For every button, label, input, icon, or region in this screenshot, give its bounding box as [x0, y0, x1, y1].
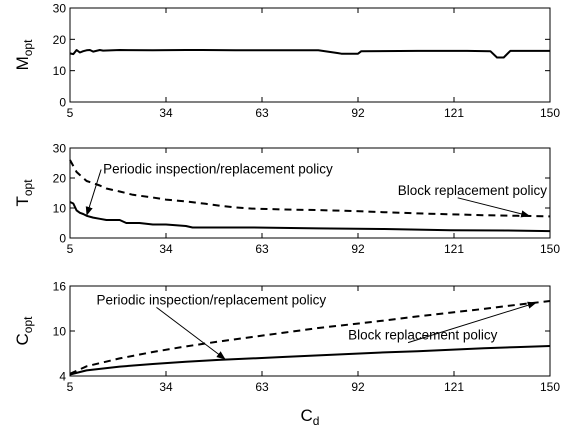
x-tick-label: 34 — [159, 242, 173, 256]
x-tick-label: 63 — [255, 106, 269, 120]
y-tick-label: 16 — [53, 280, 67, 294]
y-tick-label: 0 — [59, 96, 66, 110]
x-tick-label: 121 — [444, 380, 464, 394]
annotation-label: Block replacement policy — [348, 328, 498, 343]
y-tick-label: 4 — [59, 370, 66, 384]
y-axis-label: Topt — [13, 179, 35, 207]
tick-group: 5 34 63 92 121 150 0 10 20 30 — [53, 142, 561, 257]
x-tick-label: 92 — [351, 380, 365, 394]
x-tick-label: 5 — [67, 380, 74, 394]
y-axis-label-main: C — [13, 333, 32, 345]
x-axis-label: Cd — [301, 406, 320, 428]
annotation-arrow — [156, 306, 226, 360]
x-tick-label: 121 — [444, 242, 464, 256]
x-tick-label: 150 — [540, 380, 560, 394]
annotation-label: Periodic inspection/replacement policy — [96, 292, 326, 307]
x-tick-label: 34 — [159, 106, 173, 120]
x-tick-label: 5 — [67, 242, 74, 256]
plot-frame — [69, 7, 551, 103]
annotation-group: Periodic inspection/replacement policy Bl… — [85, 162, 548, 218]
x-tick-label: 92 — [351, 106, 365, 120]
x-tick-label: 150 — [540, 242, 560, 256]
series-line-dashed — [69, 159, 551, 218]
plot-frame — [69, 147, 551, 239]
panel-m-opt: 5 34 63 92 121 150 0 10 20 30 Mopt — [13, 2, 560, 121]
x-tick-label: 63 — [255, 380, 269, 394]
x-axis-label-sub: d — [313, 414, 320, 428]
y-tick-label: 30 — [53, 2, 67, 16]
x-tick-label: 63 — [255, 242, 269, 256]
series-group — [69, 49, 550, 59]
y-tick-label: 20 — [53, 172, 67, 186]
annotation-group: Periodic inspection/replacement policy Bl… — [96, 292, 537, 360]
series-line-solid — [69, 345, 551, 376]
y-tick-label: 10 — [53, 64, 67, 78]
x-tick-label: 92 — [351, 242, 365, 256]
x-tick-label: 121 — [444, 106, 464, 120]
annotation-arrow — [407, 301, 537, 344]
tick-group: 5 34 63 92 121 150 4 10 16 — [53, 280, 561, 395]
y-tick-label: 10 — [53, 325, 67, 339]
annotation-arrow — [457, 197, 531, 218]
panel-t-opt: 5 34 63 92 121 150 0 10 20 30 Periodic inspection… — [13, 142, 560, 257]
y-tick-label: 30 — [53, 142, 67, 156]
y-axis-label-main: T — [13, 196, 32, 206]
x-axis-label-main: C — [301, 406, 313, 425]
annotation-label: Block replacement policy — [398, 183, 548, 198]
y-axis-label-main: M — [13, 56, 32, 70]
series-group — [69, 300, 551, 376]
tick-group: 5 34 63 92 121 150 0 10 20 30 — [53, 2, 561, 121]
series-group — [69, 159, 551, 233]
x-tick-label: 5 — [67, 106, 74, 120]
series-line-solid — [69, 201, 551, 233]
y-axis-label: Mopt — [13, 39, 35, 71]
y-tick-label: 20 — [53, 33, 67, 47]
y-axis-label-sub: opt — [21, 179, 35, 196]
y-axis-label: Copt — [13, 316, 35, 346]
series-line-solid — [69, 49, 550, 59]
y-tick-label: 10 — [53, 202, 67, 216]
y-tick-label: 0 — [59, 232, 66, 246]
annotation-arrow — [85, 169, 102, 216]
x-tick-label: 150 — [540, 106, 560, 120]
y-axis-label-sub: opt — [21, 316, 35, 333]
y-axis-label-sub: opt — [21, 39, 35, 56]
panel-c-opt: 5 34 63 92 121 150 4 10 16 Periodic inspection/r… — [13, 280, 560, 395]
annotation-label: Periodic inspection/replacement policy — [103, 162, 333, 177]
x-tick-label: 34 — [159, 380, 173, 394]
